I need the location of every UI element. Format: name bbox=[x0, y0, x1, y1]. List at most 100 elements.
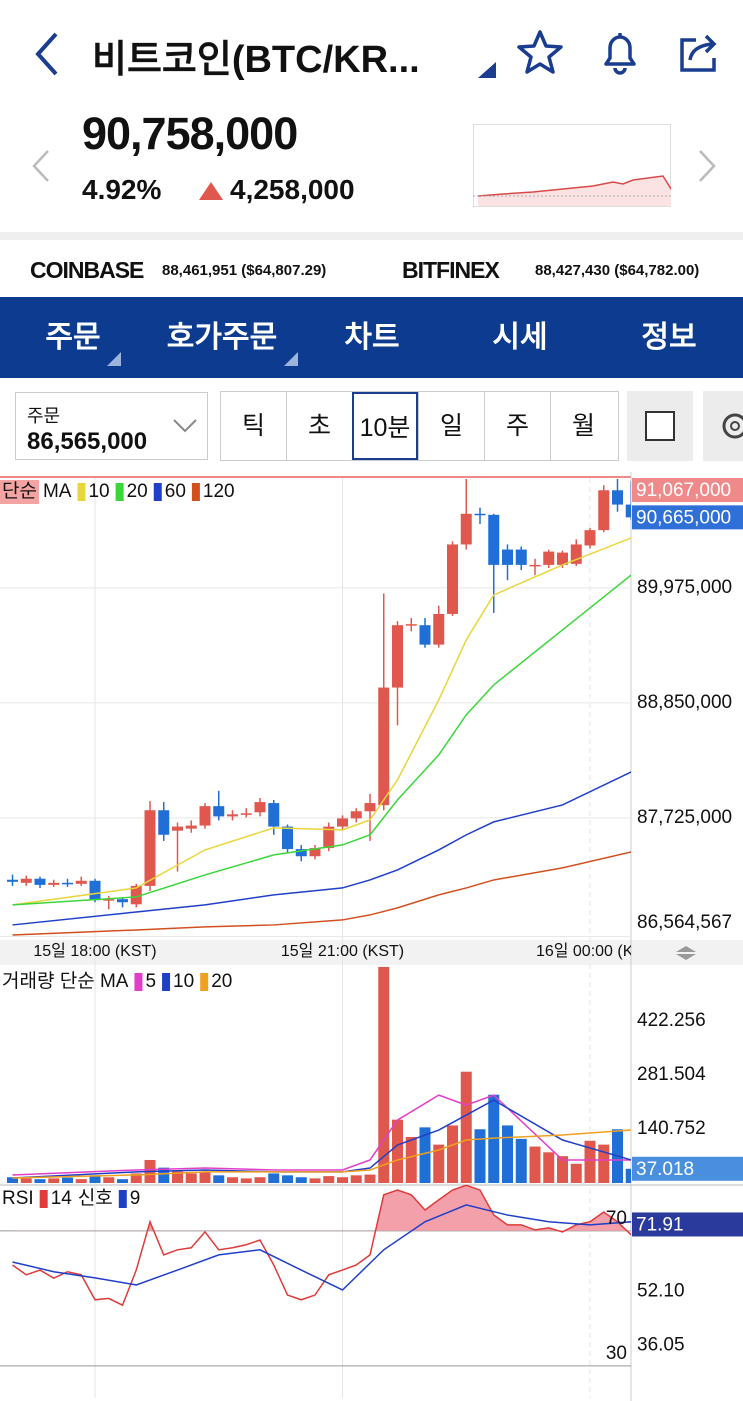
candle-body bbox=[337, 818, 348, 827]
candle-body bbox=[62, 882, 73, 885]
legend-label: 60 bbox=[165, 481, 186, 502]
volume-bar bbox=[392, 1119, 403, 1183]
candle-body bbox=[488, 514, 500, 565]
volume-bar bbox=[185, 1173, 197, 1183]
legend-swatch bbox=[134, 973, 143, 991]
volume-bar bbox=[34, 1179, 46, 1183]
candle-body bbox=[612, 490, 623, 505]
y-tick-label: 86,564,567 bbox=[637, 912, 732, 933]
candle-body bbox=[48, 882, 60, 885]
volume-bar bbox=[625, 1168, 631, 1183]
volume-bar bbox=[350, 1175, 362, 1183]
volume-bar bbox=[282, 1175, 293, 1183]
x-tick-label: 15일 21:00 (KST) bbox=[281, 942, 404, 960]
volume-bar bbox=[570, 1163, 582, 1183]
volume-bar bbox=[529, 1146, 541, 1183]
legend-title: RSI bbox=[2, 1188, 34, 1209]
resize-handle[interactable] bbox=[676, 946, 696, 952]
coin-title[interactable]: 비트코인(BTC/KR... bbox=[92, 39, 420, 81]
y-tick-label: 281.504 bbox=[637, 1064, 706, 1085]
back-button[interactable] bbox=[30, 30, 62, 78]
share-button[interactable] bbox=[676, 28, 724, 76]
current-value-label: 37.018 bbox=[636, 1159, 694, 1180]
volume-bar bbox=[598, 1144, 610, 1183]
volume-bar bbox=[20, 1178, 32, 1183]
separator bbox=[0, 232, 743, 240]
nav-tab[interactable]: 정보 bbox=[641, 321, 697, 354]
checkbox[interactable] bbox=[645, 411, 675, 441]
up-triangle bbox=[199, 182, 223, 200]
interval-button[interactable]: 월 bbox=[550, 392, 616, 460]
line-series bbox=[12, 1184, 631, 1307]
volume-bar bbox=[199, 1172, 211, 1183]
candle-body bbox=[34, 878, 46, 885]
interval-button[interactable]: 주 bbox=[484, 392, 550, 460]
candle-body bbox=[364, 803, 376, 812]
volume-bar bbox=[7, 1177, 18, 1183]
candle-body bbox=[419, 625, 431, 645]
y-tick-label: 87,725,000 bbox=[637, 807, 732, 828]
candle-body bbox=[570, 544, 582, 564]
candle-body bbox=[144, 810, 156, 886]
legend-tag-bg bbox=[0, 480, 39, 504]
volume-bar bbox=[268, 1173, 280, 1183]
legend-swatch bbox=[153, 483, 162, 501]
legend-label: 120 bbox=[203, 481, 235, 502]
candle-body bbox=[7, 879, 18, 882]
resize-handle[interactable] bbox=[676, 954, 696, 960]
legend-label: 20 bbox=[211, 971, 232, 992]
prev-button[interactable] bbox=[30, 148, 52, 184]
y-tick-label: 89,975,000 bbox=[637, 577, 732, 598]
candle-body bbox=[598, 490, 610, 531]
volume-bar bbox=[117, 1179, 128, 1183]
candle-body bbox=[529, 564, 541, 567]
title-dropdown[interactable] bbox=[478, 62, 496, 80]
line-series bbox=[12, 537, 631, 906]
volume-bar bbox=[419, 1127, 431, 1183]
legend-swatch bbox=[39, 1190, 48, 1208]
candle-body bbox=[268, 803, 280, 827]
interval-button-selected[interactable]: 10분 bbox=[352, 392, 418, 460]
order-label: 주문 bbox=[27, 406, 61, 426]
interval-button[interactable]: 일 bbox=[418, 392, 484, 460]
candle-body bbox=[557, 552, 568, 565]
nav-tab[interactable]: 차트 bbox=[344, 321, 400, 354]
volume-bar bbox=[474, 1129, 486, 1183]
volume-bar bbox=[557, 1156, 568, 1183]
volume-bar bbox=[323, 1176, 335, 1183]
legend-label: 9 bbox=[130, 1188, 141, 1209]
favorite-button[interactable] bbox=[516, 28, 564, 76]
level-label: 70 bbox=[606, 1208, 627, 1229]
volume-bar bbox=[405, 1136, 417, 1183]
candle-body bbox=[130, 885, 142, 905]
legend-label: 10 bbox=[88, 481, 109, 502]
nav-tab[interactable]: 호가주문 bbox=[166, 321, 278, 354]
current-value-label: 90,665,000 bbox=[636, 507, 731, 528]
next-button[interactable] bbox=[696, 148, 718, 184]
current-value-box bbox=[632, 1212, 743, 1237]
change-amount: 4,258,000 bbox=[230, 174, 355, 205]
line-series bbox=[12, 771, 631, 926]
order-box[interactable] bbox=[15, 392, 208, 460]
interval-button[interactable]: 초 bbox=[286, 392, 352, 460]
candle-body bbox=[625, 504, 631, 518]
volume-bar bbox=[213, 1175, 225, 1183]
nav-tab[interactable]: 시세 bbox=[492, 321, 548, 354]
chart-tools bbox=[627, 391, 743, 461]
candle-body bbox=[199, 806, 211, 826]
nav-tab[interactable]: 주문 bbox=[45, 321, 101, 354]
y-tick-label: 140.752 bbox=[637, 1118, 706, 1139]
interval-button[interactable]: 틱 bbox=[220, 392, 286, 460]
line-series bbox=[12, 1204, 631, 1291]
candle-body bbox=[75, 880, 87, 884]
order-dropdown bbox=[173, 419, 197, 433]
volume-bar bbox=[103, 1177, 115, 1183]
alert-button[interactable] bbox=[596, 28, 644, 76]
sparkline bbox=[473, 124, 671, 207]
volume-bar bbox=[75, 1179, 87, 1183]
volume-bar bbox=[89, 1175, 101, 1183]
legend-swatch bbox=[115, 483, 124, 501]
candle-body bbox=[117, 899, 128, 903]
legend-label: 20 bbox=[127, 481, 148, 502]
candle-body bbox=[227, 814, 238, 817]
